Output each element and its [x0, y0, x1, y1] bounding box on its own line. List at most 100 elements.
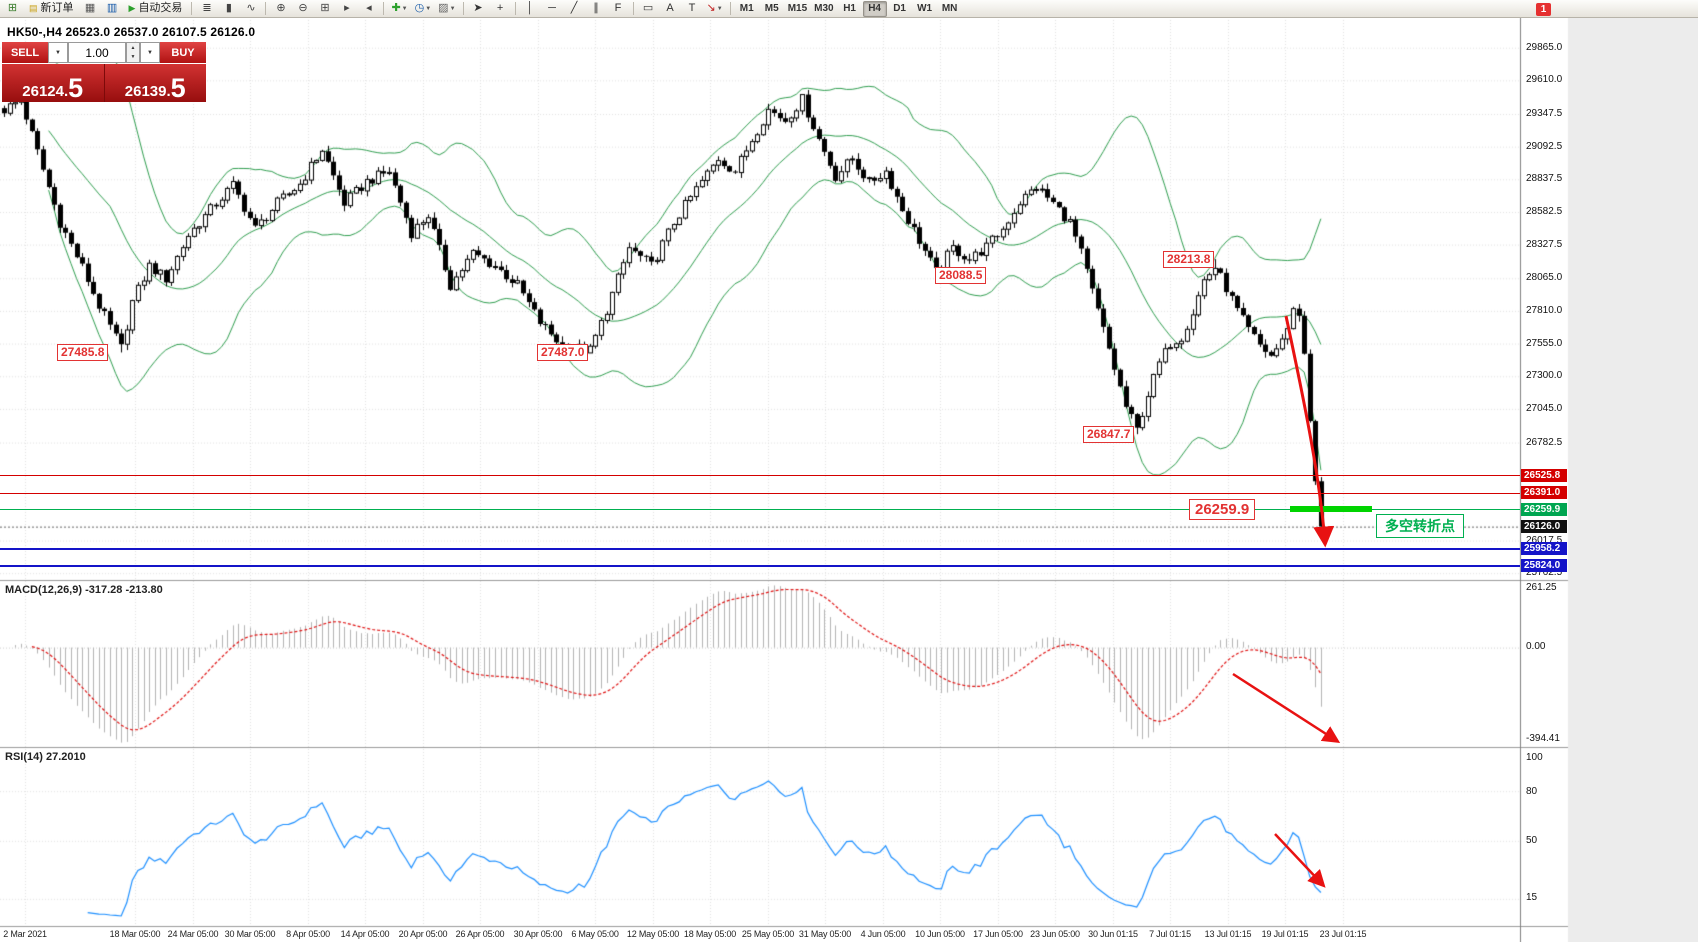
time-axis-label: 26 Apr 05:00 — [455, 929, 505, 939]
line-chart-icon: ∿ — [246, 2, 256, 14]
volume-stepper[interactable]: ▲ ▼ — [126, 42, 140, 63]
timeframe-h1-button[interactable]: H1 — [843, 2, 856, 14]
sell-price-big-digit: 5 — [68, 72, 84, 103]
price-tag: 26126.0 — [1521, 520, 1567, 534]
zoom-out-icon: ⊖ — [298, 2, 308, 14]
buy-options-dropdown[interactable]: ▼ — [140, 42, 160, 63]
price-scale-tick: 29092.5 — [1526, 140, 1563, 152]
sell-options-dropdown[interactable]: ▼ — [48, 42, 68, 63]
chart-shift-icon: ◂ — [366, 2, 372, 14]
horizontal-level-line[interactable] — [0, 509, 1520, 511]
price-annotation-label[interactable]: 28213.8 — [1163, 251, 1215, 268]
new-chart-icon[interactable]: ⊞ — [2, 1, 23, 17]
autotrading-button[interactable]: ▶ 自动交易 — [124, 1, 188, 17]
price-annotation-label[interactable]: 28088.5 — [935, 267, 987, 284]
time-axis-label: 30 Apr 05:00 — [513, 929, 563, 939]
horizontal-level-line[interactable] — [0, 475, 1520, 477]
zoom-out-icon[interactable]: ⊖ — [292, 1, 313, 17]
horizontal-level-line[interactable] — [0, 565, 1520, 568]
price-tag: 25824.0 — [1521, 558, 1567, 572]
timeframe-m15-button[interactable]: M15 — [787, 2, 808, 14]
sell-price-button[interactable]: 26124. 5 — [2, 64, 104, 102]
auto-scroll-icon[interactable]: ▸ — [336, 1, 357, 17]
fibonacci-icon[interactable]: F — [608, 1, 629, 17]
horizontal-line-icon[interactable]: ─ — [542, 1, 563, 17]
new-order-button[interactable]: ▤ 新订单 — [24, 1, 79, 17]
price-annotation-label[interactable]: 26847.7 — [1083, 426, 1135, 443]
time-axis-label: 12 May 05:00 — [626, 929, 680, 939]
label-icon[interactable]: T — [682, 1, 703, 17]
candles-chart-icon[interactable]: ▮ — [218, 1, 239, 17]
price-tag: 26259.9 — [1521, 502, 1567, 516]
cursor-icon[interactable]: ➤ — [468, 1, 489, 17]
vertical-line-icon[interactable]: │ — [520, 1, 541, 17]
rsi-indicator-label: RSI(14) 27.2010 — [5, 751, 86, 763]
price-annotation-label[interactable]: 27485.8 — [57, 344, 109, 361]
periods-icon[interactable]: ◷ ▼ — [412, 1, 435, 17]
time-axis-label: 18 Mar 05:00 — [109, 929, 161, 939]
line-chart-icon[interactable]: ∿ — [240, 1, 261, 17]
tile-windows-icon[interactable]: ⊞ — [314, 1, 335, 17]
zoom-in-icon[interactable]: ⊕ — [270, 1, 291, 17]
macd-scale-max: 261.25 — [1526, 582, 1557, 593]
templates-icon: ▨ — [438, 2, 449, 14]
timeframe-w1-button[interactable]: W1 — [917, 2, 933, 14]
price-annotation-label[interactable]: 27487.0 — [537, 344, 589, 361]
play-icon: ▶ — [128, 3, 136, 13]
market-watch-icon[interactable]: ▥ — [102, 1, 123, 17]
time-axis-label: 7 Jul 01:15 — [1149, 929, 1191, 939]
chart-window-icon[interactable]: ▦ — [80, 1, 101, 17]
timeframe-mn-button[interactable]: MN — [941, 2, 958, 14]
arrows-icon: ↘ — [706, 2, 716, 14]
horizontal-level-line[interactable] — [0, 548, 1520, 551]
volume-input[interactable]: 1.00 — [68, 42, 126, 63]
chevron-down-icon: ▼ — [55, 49, 61, 56]
chevron-down-icon: ▼ — [449, 5, 456, 12]
text-icon[interactable]: A — [660, 1, 681, 17]
timeframe-h4-button[interactable]: H4 — [862, 0, 887, 17]
time-axis-label: 13 Jul 01:15 — [1204, 929, 1252, 939]
time-axis-label: 4 Jun 05:00 — [860, 929, 906, 939]
chart-shift-icon[interactable]: ◂ — [358, 1, 379, 17]
trendline-icon[interactable]: ╱ — [564, 1, 585, 17]
channel-icon: ∥ — [593, 2, 599, 14]
time-axis-label: 14 Apr 05:00 — [340, 929, 390, 939]
horizontal-level-line[interactable] — [0, 492, 1520, 494]
timeframe-m1-button[interactable]: M1 — [739, 2, 754, 14]
price-scale-tick: 28837.5 — [1526, 173, 1563, 185]
price-tag: 26525.8 — [1521, 468, 1567, 482]
text-icon: A — [666, 2, 674, 14]
shapes-icon[interactable]: ▭ — [638, 1, 659, 17]
notification-badge[interactable]: 1 — [1536, 3, 1551, 16]
chevron-down-icon: ▼ — [147, 49, 153, 56]
chart-canvas[interactable] — [0, 18, 1698, 942]
pivot-highlight-bar[interactable] — [1290, 506, 1372, 512]
price-scale-tick: 25762.5 — [1526, 567, 1563, 579]
price-annotation-label[interactable]: 26259.9 — [1189, 499, 1256, 520]
timeframe-m30-button[interactable]: M30 — [814, 2, 834, 14]
one-click-trading-panel: SELL ▼ 1.00 ▲ ▼ ▼ BUY 26124. 5 26139. 5 — [2, 42, 206, 102]
chevron-down-icon: ▼ — [425, 5, 432, 12]
toolbar-separator — [514, 2, 516, 15]
templates-icon[interactable]: ▨ ▼ — [435, 1, 458, 17]
timeframe-d1-button[interactable]: D1 — [893, 2, 906, 14]
price-scale-tick: 29610.0 — [1526, 74, 1563, 86]
indicators-icon[interactable]: ✚ ▼ — [388, 1, 410, 17]
chevron-down-icon: ▼ — [130, 54, 136, 61]
pivot-annotation-label[interactable]: 多空转折点 — [1376, 514, 1464, 538]
crosshair-icon[interactable]: + — [490, 1, 511, 17]
buy-price-button[interactable]: 26139. 5 — [104, 64, 206, 102]
rsi-scale-tick: 80 — [1526, 786, 1538, 797]
indicators-icon: ✚ — [391, 2, 401, 14]
label-icon: T — [688, 2, 696, 14]
timeframe-m5-button[interactable]: M5 — [764, 2, 779, 14]
price-scale-tick: 28327.5 — [1526, 238, 1563, 250]
arrows-icon[interactable]: ↘ ▼ — [704, 1, 726, 17]
macd-scale-zero: 0.00 — [1526, 641, 1546, 652]
price-tag: 25958.2 — [1521, 541, 1567, 555]
sell-button[interactable]: SELL — [2, 42, 48, 63]
buy-button[interactable]: BUY — [160, 42, 206, 63]
bars-chart-icon[interactable]: ≣ — [196, 1, 217, 17]
horizontal-line-icon: ─ — [548, 2, 556, 14]
channel-icon[interactable]: ∥ — [586, 1, 607, 17]
